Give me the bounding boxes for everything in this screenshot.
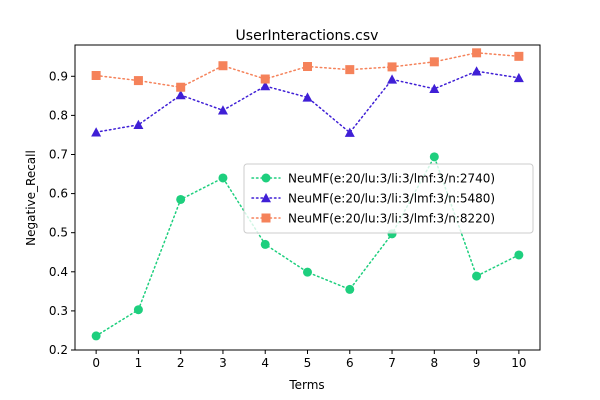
data-point-series-3 [472, 48, 482, 58]
data-point-series-1 [260, 239, 270, 249]
legend: NeuMF(e:20/lu:3/li:3/lmf:3/n:2740) NeuMF(… [243, 163, 534, 234]
data-point-series-3 [514, 51, 524, 61]
y-tick-label: 0.4 [49, 265, 68, 279]
data-point-series-2 [513, 72, 524, 83]
data-point-series-2 [133, 119, 144, 130]
data-point-series-2 [91, 127, 102, 137]
x-tick-label: 8 [430, 356, 438, 370]
chart-title: UserInteractions.csv [236, 28, 379, 44]
data-point-series-3 [176, 82, 186, 92]
legend-swatch-marker [261, 213, 271, 223]
data-point-series-1 [133, 305, 143, 315]
y-tick-label: 0.6 [49, 187, 68, 201]
y-tick-label: 0.2 [49, 343, 68, 357]
data-point-series-3 [91, 71, 101, 80]
y-axis-label: Negative_Recall [24, 150, 38, 246]
data-point-series-1 [218, 173, 228, 183]
data-point-series-2 [175, 90, 186, 100]
legend-swatch-marker [261, 193, 271, 203]
legend-label: NeuMF(e:20/lu:3/li:3/lmf:3/n:8220) [288, 212, 495, 226]
series-line-2 [95, 70, 520, 134]
data-point-series-2 [217, 105, 228, 115]
x-tick-label: 5 [304, 356, 312, 370]
x-tick-label: 2 [177, 356, 185, 370]
data-point-series-3 [387, 62, 397, 72]
x-axis-label: Terms [288, 378, 324, 392]
data-point-series-3 [345, 65, 355, 75]
legend-swatch-marker [261, 173, 271, 183]
data-point-series-3 [218, 61, 228, 71]
y-tick-label: 0.7 [49, 147, 68, 161]
data-point-series-3 [303, 62, 312, 72]
x-tick-label: 7 [388, 356, 396, 370]
y-tick-label: 0.5 [49, 226, 68, 240]
data-point-series-2 [429, 83, 440, 94]
data-point-series-2 [387, 74, 398, 84]
data-point-series-2 [302, 92, 313, 102]
x-tick-label: 0 [92, 356, 100, 370]
data-point-series-1 [176, 194, 186, 204]
x-tick-label: 10 [511, 356, 526, 370]
data-point-series-1 [91, 331, 101, 341]
x-tick-label: 1 [135, 356, 143, 370]
y-axis: 0.2 0.3 0.4 0.5 0.6 0.7 0.8 0.9 [49, 69, 75, 357]
data-point-series-1 [429, 152, 439, 162]
y-tick-label: 0.3 [49, 304, 68, 318]
x-axis: 0 1 2 3 4 5 6 7 8 9 10 [92, 350, 527, 370]
data-point-series-1 [514, 250, 524, 260]
data-point-series-1 [472, 271, 482, 281]
data-point-series-2 [260, 81, 271, 91]
x-tick-label: 3 [219, 356, 227, 370]
data-point-series-3 [133, 76, 143, 86]
data-point-series-3 [260, 74, 270, 84]
data-point-series-3 [429, 57, 439, 67]
legend-label: NeuMF(e:20/lu:3/li:3/lmf:3/n:2740) [288, 172, 495, 186]
x-tick-label: 6 [346, 356, 354, 370]
x-tick-label: 9 [473, 356, 481, 370]
x-tick-label: 4 [261, 356, 269, 370]
data-point-series-1 [345, 284, 355, 294]
data-point-series-2 [471, 66, 482, 76]
y-tick-label: 0.8 [49, 108, 68, 122]
data-point-series-2 [344, 127, 355, 137]
data-point-series-1 [303, 267, 312, 277]
y-tick-label: 0.9 [49, 69, 68, 83]
legend-label: NeuMF(e:20/lu:3/li:3/lmf:3/n:5480) [288, 192, 495, 206]
legend-box [243, 163, 534, 234]
